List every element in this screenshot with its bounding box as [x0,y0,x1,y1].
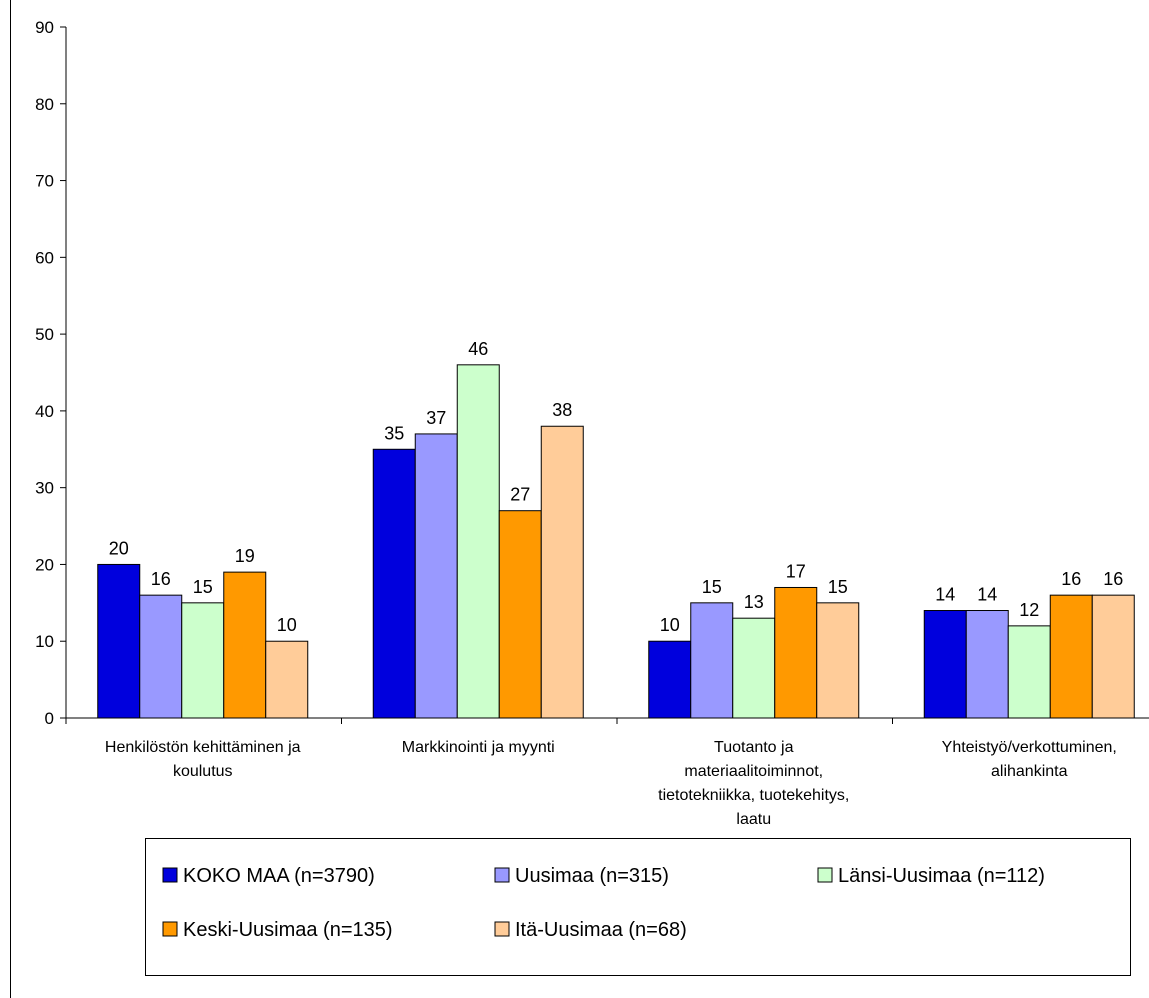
bar [923,610,967,719]
x-category-label: Yhteistyö/verkottuminen, [942,739,1117,756]
data-label: 15 [702,577,722,597]
data-label: 15 [828,577,848,597]
y-tick-label: 70 [35,172,54,191]
data-label: 12 [1019,600,1039,620]
bar [732,617,776,719]
x-category-label: Markkinointi ja myynti [402,739,555,756]
bar [139,594,183,719]
y-tick-label: 80 [35,95,54,114]
data-label: 27 [510,485,530,505]
data-label: 10 [277,615,297,635]
bar [1091,594,1135,719]
legend: KOKO MAA (n=3790) Uusimaa (n=315) Länsi-Uu… [145,838,1131,976]
y-tick-label: 60 [35,248,54,267]
data-label: 16 [1061,569,1081,589]
legend-label: KOKO MAA (n=3790) [183,865,375,887]
y-tick-label: 90 [35,18,54,37]
legend-label: Itä-Uusimaa (n=68) [515,919,687,941]
y-tick-label: 20 [35,555,54,574]
data-label: 10 [660,615,680,635]
y-tick-label: 0 [45,709,54,728]
bar [774,586,818,719]
data-label: 14 [977,585,997,605]
legend-swatch [162,867,178,883]
data-labels: 20 16 15 19 10 35 37 46 27 38 10 15 13 17 15 14 14 12 16 16 [109,339,1124,635]
bar [648,640,692,719]
y-tick-label: 50 [35,325,54,344]
legend-label: Uusimaa (n=315) [515,865,669,887]
bar [414,433,458,719]
y-tick-label: 10 [35,632,54,651]
data-label: 37 [426,408,446,428]
data-label: 38 [552,400,572,420]
bar [265,640,309,719]
data-label: 35 [384,423,404,443]
data-label: 46 [468,339,488,359]
bar [965,610,1009,719]
bar [372,448,416,719]
legend-swatch [817,867,833,883]
bar [456,364,500,719]
category-labels: Henkilöstön kehittäminen ja koulutus Markk… [105,739,1117,828]
bar [540,425,584,719]
y-axis: 0 10 20 30 40 50 60 70 80 90 [35,18,67,728]
legend-box [145,838,1131,976]
legend-label: Länsi-Uusimaa (n=112) [838,865,1045,887]
bar-series [97,364,1135,719]
y-tick-label: 40 [35,402,54,421]
x-category-label: Henkilöstön kehittäminen ja [105,739,301,756]
data-label: 14 [935,585,955,605]
data-label: 16 [1103,569,1123,589]
bar [690,602,734,719]
data-label: 15 [193,577,213,597]
bar [223,571,267,719]
bar [1049,594,1093,719]
legend-label: Keski-Uusimaa (n=135) [183,919,393,941]
bar [816,602,860,719]
bar [498,510,542,719]
data-label: 13 [744,592,764,612]
data-label: 19 [235,546,255,566]
data-label: 17 [786,561,806,581]
bar [1007,625,1051,719]
data-label: 20 [109,538,129,558]
y-tick-label: 30 [35,479,54,498]
x-category-label: Tuotanto ja [714,739,794,756]
x-category-label: alihankinta [991,763,1068,780]
x-category-label: koulutus [173,763,233,780]
x-category-label: materiaalitoiminnot, [684,763,823,780]
bar [181,602,225,719]
x-category-label: tietotekniikka, tuotekehitys, [658,787,849,804]
legend-swatch [494,867,510,883]
x-category-label: laatu [736,811,771,828]
legend-swatch [162,921,178,937]
data-label: 16 [151,569,171,589]
bar [97,563,141,719]
legend-swatch [494,921,510,937]
